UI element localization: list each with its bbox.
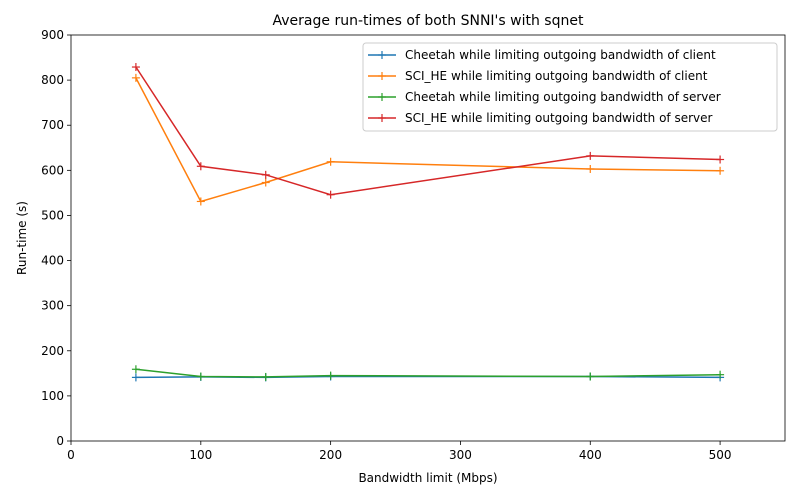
y-tick-label: 600 (41, 163, 64, 177)
y-tick-label: 500 (41, 208, 64, 222)
y-tick-label: 400 (41, 254, 64, 268)
series-line (135, 66, 721, 196)
legend: Cheetah while limiting outgoing bandwidt… (362, 42, 778, 132)
y-tick-label: 700 (41, 118, 64, 132)
y-tick-label: 100 (41, 389, 64, 403)
data-point (261, 178, 270, 187)
series-4 (131, 63, 725, 199)
data-point (261, 372, 270, 381)
legend-label: Cheetah while limiting outgoing bandwidt… (405, 48, 716, 62)
data-point (586, 151, 595, 160)
x-tick-label: 200 (319, 448, 342, 462)
series-lines (131, 63, 725, 382)
data-point (131, 365, 140, 374)
data-point (261, 170, 270, 179)
legend-box (362, 42, 778, 132)
y-tick-label: 200 (41, 344, 64, 358)
data-point (716, 155, 725, 164)
y-tick-label: 800 (41, 73, 64, 87)
x-tick-label: 300 (449, 448, 472, 462)
data-point (326, 371, 335, 380)
data-point (131, 73, 140, 82)
data-point (196, 162, 205, 171)
data-point (196, 372, 205, 381)
legend-entry: Cheetah while limiting outgoing bandwidt… (368, 48, 716, 62)
series-line (135, 368, 721, 378)
x-tick-label: 500 (709, 448, 732, 462)
data-point (326, 157, 335, 166)
data-point (131, 63, 140, 72)
y-tick-label: 300 (41, 299, 64, 313)
series-line (135, 77, 721, 203)
x-tick-label: 100 (189, 448, 212, 462)
data-point (196, 197, 205, 206)
legend-entry: SCI_HE while limiting outgoing bandwidth… (368, 69, 708, 83)
x-tick-label: 0 (67, 448, 75, 462)
legend-label: SCI_HE while limiting outgoing bandwidth… (405, 111, 713, 125)
legend-entry: SCI_HE while limiting outgoing bandwidth… (368, 111, 713, 125)
data-point (586, 372, 595, 381)
data-point (326, 190, 335, 199)
series-3 (131, 365, 725, 381)
y-tick-label: 0 (56, 434, 64, 448)
x-axis-label: Bandwidth limit (Mbps) (358, 471, 497, 485)
data-point (716, 370, 725, 379)
data-point (586, 164, 595, 173)
legend-label: Cheetah while limiting outgoing bandwidt… (405, 90, 721, 104)
axis-ticks: 0 100 200 300 400 500 0 100 200 300 400 500 600 700 80… (41, 28, 731, 462)
chart-title: Average run-times of both SNNI's with sq… (273, 13, 584, 29)
data-point (131, 373, 140, 382)
data-point (716, 166, 725, 175)
y-axis-label: Run-time (s) (15, 201, 29, 275)
series-2 (131, 73, 725, 206)
y-tick-label: 900 (41, 28, 64, 42)
x-tick-label: 400 (579, 448, 602, 462)
legend-label: SCI_HE while limiting outgoing bandwidth… (405, 69, 708, 83)
plot-frame (70, 34, 786, 442)
legend-entry: Cheetah while limiting outgoing bandwidt… (368, 90, 721, 104)
